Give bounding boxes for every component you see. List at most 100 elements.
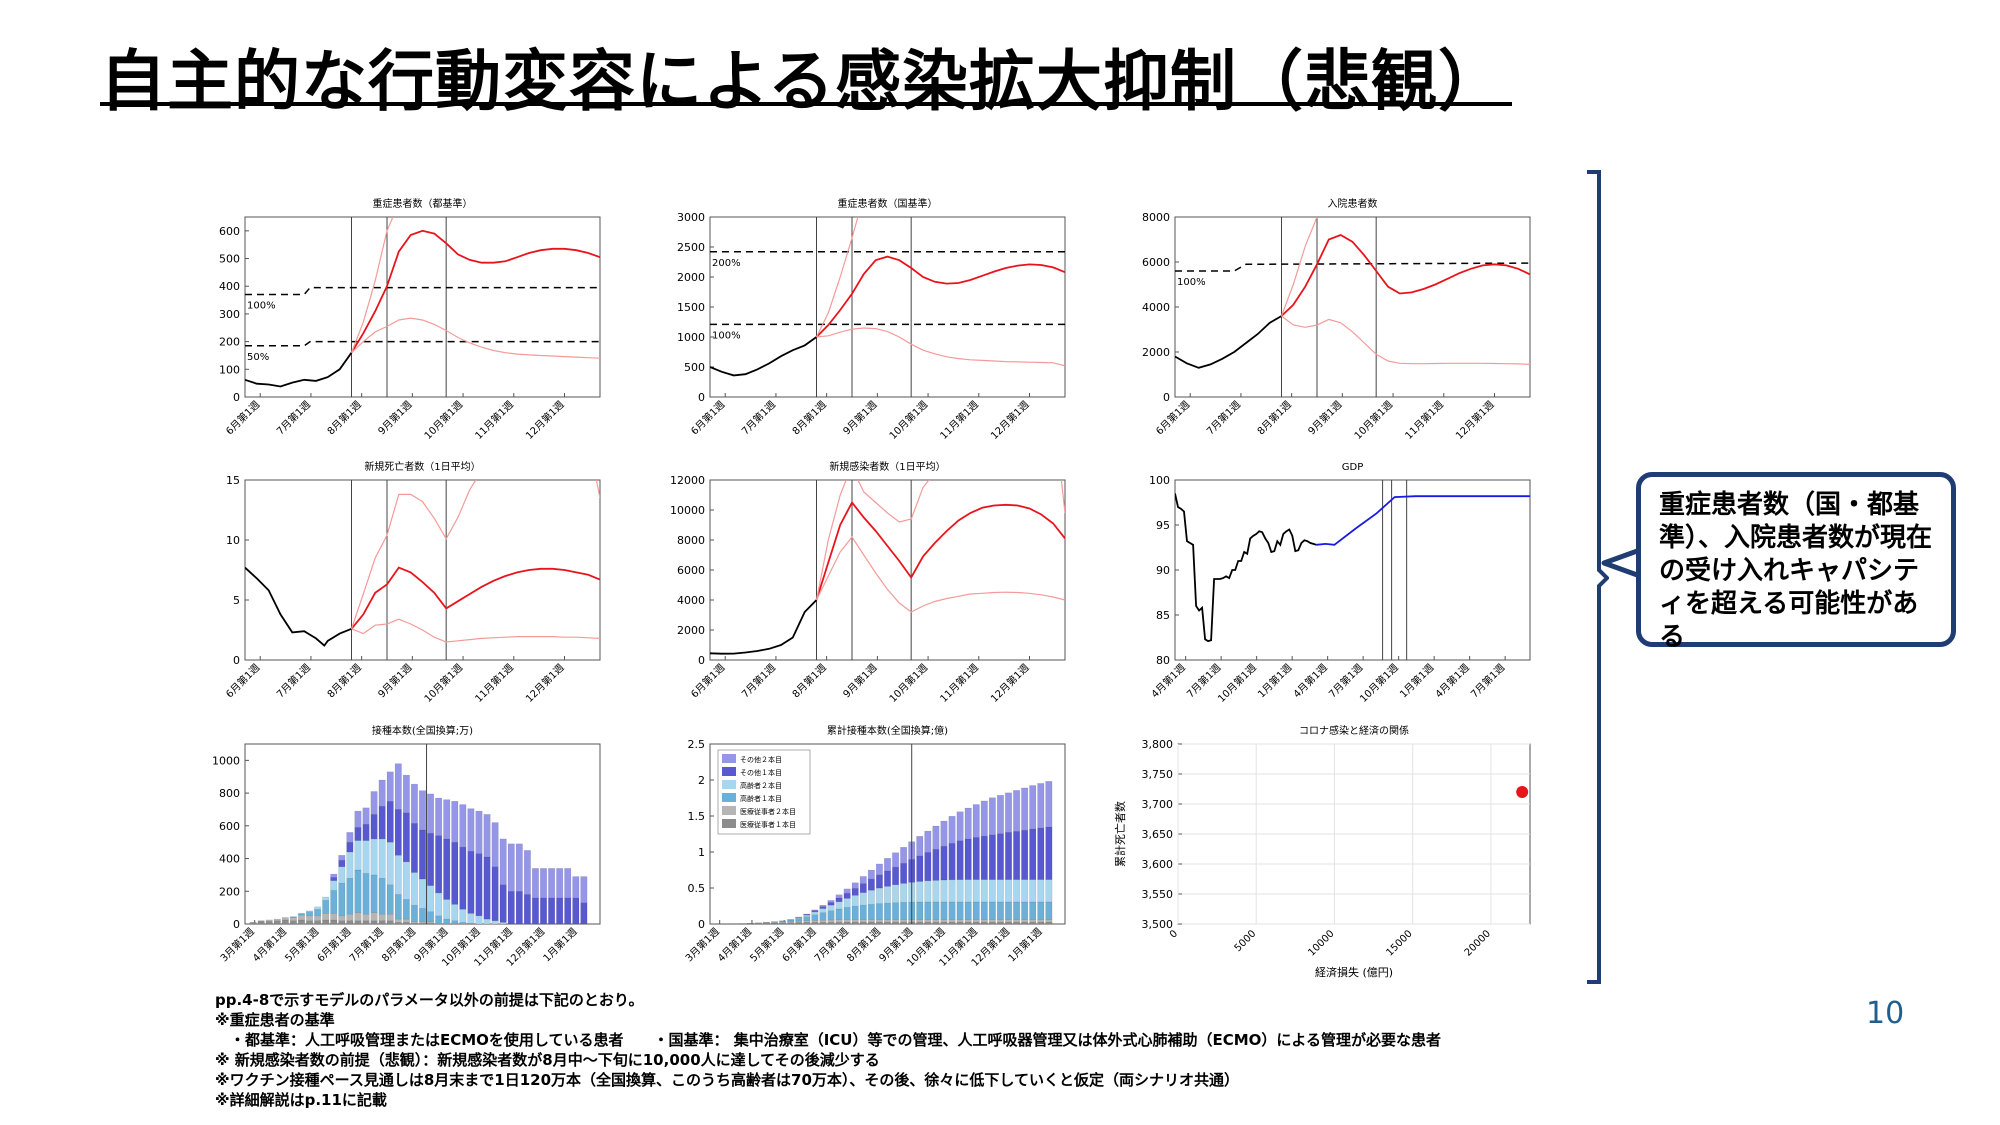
bar-segment <box>354 810 362 828</box>
bar-segment <box>996 795 1004 834</box>
bar-segment <box>499 838 507 885</box>
bar-segment <box>916 836 924 857</box>
bar-segment <box>996 919 1004 923</box>
y-tick-label: 1 <box>698 846 705 859</box>
capacity-label: 200% <box>712 258 741 269</box>
y-tick-label: 0 <box>698 391 705 404</box>
bar-segment <box>811 914 819 921</box>
bar-segment <box>867 921 875 925</box>
bar-segment <box>851 905 859 920</box>
bar-segment <box>892 919 900 923</box>
y-tick-label: 5 <box>233 594 240 607</box>
bar-segment <box>548 897 556 925</box>
bar-segment <box>338 855 346 861</box>
y-tick-label: 3,650 <box>1142 828 1174 841</box>
bar-segment <box>843 888 851 894</box>
bar-segment <box>956 879 964 903</box>
bar-segment <box>515 843 523 892</box>
bar-segment <box>972 919 980 923</box>
bar-segment <box>859 919 867 923</box>
x-tick-label: 10月第1週 <box>886 661 930 705</box>
capacity-line <box>245 286 600 296</box>
bar-segment <box>980 800 988 837</box>
bar-segment <box>306 911 314 917</box>
bar-segment <box>827 900 835 903</box>
y-tick-label: 600 <box>219 820 240 833</box>
y-tick-label: 500 <box>219 253 240 266</box>
callout-box: 重症患者数（国・都基準）、入院患者数が現在の受け入れキャパシティを超える可能性が… <box>1636 472 1956 652</box>
legend-label: 医療従事者１本目 <box>740 820 796 829</box>
series-line-pink <box>350 480 477 629</box>
bar-segment <box>435 835 443 894</box>
bar-segment <box>996 833 1004 880</box>
x-axis-label: 経済損失 (億円) <box>1315 965 1393 979</box>
bar-segment <box>419 878 426 909</box>
title-underline <box>100 102 1512 106</box>
bar-segment <box>964 838 972 880</box>
legend-swatch <box>722 754 736 763</box>
bar-segment <box>1037 919 1045 923</box>
chart-gdp: GDP 80 85 90 95 100 4月第1週 7月第1週 10月第1週 1月第1週 4月第1週… <box>1130 458 1550 712</box>
chart-hospitalized: 入院患者数 0 2000 4000 6000 8000 6月第1週 7月第1週 8月第1週 9月第… <box>1130 195 1550 449</box>
capacity-label: 100% <box>712 330 741 341</box>
x-tick-label: 8月第1週 <box>789 398 828 437</box>
bar-segment <box>884 858 891 872</box>
bar-segment <box>972 879 980 903</box>
x-tick-label: 6月第1週 <box>223 398 262 437</box>
x-tick-label: 10月第1週 <box>886 398 930 442</box>
bar-segment <box>370 920 378 925</box>
y-tick-label: 600 <box>219 225 240 238</box>
y-tick-label: 15 <box>226 474 240 487</box>
capacity-label: 100% <box>1177 277 1206 288</box>
x-tick-label: 7月第1週 <box>346 925 385 964</box>
bar-segment <box>892 866 900 886</box>
bar-segment <box>875 919 883 923</box>
bar-segment <box>548 868 556 899</box>
bar-segment <box>410 783 418 824</box>
bar-segment <box>948 921 956 925</box>
y-tick-label: 2 <box>698 774 705 787</box>
bar-segment <box>483 856 491 920</box>
bar-segment <box>1021 829 1029 880</box>
bar-segment <box>859 892 867 906</box>
legend-label: 医療従事者２本目 <box>740 807 796 816</box>
bar-segment <box>900 921 908 925</box>
bar-segment <box>556 868 564 899</box>
x-tick-label: 9月第1週 <box>840 661 879 700</box>
bar-segment <box>940 879 948 903</box>
bar-segment <box>964 901 972 920</box>
bar-segment <box>419 790 426 831</box>
bar-segment <box>996 879 1004 903</box>
chart-title: 重症患者数（国基準） <box>838 197 938 210</box>
bar-segment <box>273 920 281 925</box>
series-line-black <box>710 599 818 655</box>
bar-segment <box>835 901 843 910</box>
bar-segment <box>988 919 996 923</box>
bar-segment <box>265 921 273 925</box>
bar-segment <box>257 920 265 925</box>
bar-segment <box>322 919 330 925</box>
bar-segment <box>402 774 410 813</box>
bar-segment <box>867 904 875 920</box>
bar-segment <box>843 907 851 920</box>
chart-title: コロナ感染と経済の関係 <box>1299 724 1409 737</box>
bar-segment <box>1005 919 1012 923</box>
bar-segment <box>523 894 531 925</box>
x-tick-label: 11月第1週 <box>937 398 981 442</box>
y-tick-label: 2000 <box>677 271 705 284</box>
bar-segment <box>916 855 924 882</box>
bar-segment <box>1021 901 1029 920</box>
bar-segment <box>314 920 322 925</box>
bar-segment <box>354 912 362 921</box>
footnote-line: ※重症患者の基準 <box>215 1011 335 1029</box>
series-line-pink <box>816 327 1065 367</box>
bar-segment <box>354 869 362 913</box>
x-tick-label: 4月第1週 <box>1432 661 1471 700</box>
bar-segment <box>1045 921 1053 925</box>
y-tick-label: 4000 <box>677 594 705 607</box>
capacity-label: 50% <box>247 352 269 363</box>
bar-segment <box>394 763 402 810</box>
plot-frame <box>709 479 1066 661</box>
bar-segment <box>362 823 370 841</box>
bar-segment <box>459 909 467 923</box>
